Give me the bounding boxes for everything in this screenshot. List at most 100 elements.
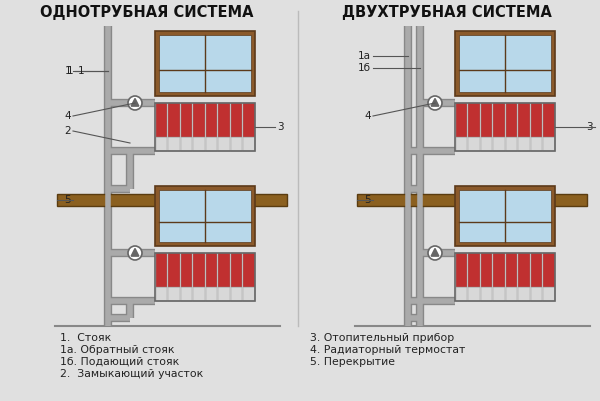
Polygon shape xyxy=(131,99,139,106)
Bar xyxy=(168,137,179,151)
Text: 4: 4 xyxy=(364,111,371,121)
Text: 4. Радиаторный термостат: 4. Радиаторный термостат xyxy=(310,345,466,355)
Bar xyxy=(155,137,167,151)
Bar xyxy=(230,287,242,301)
Text: 5: 5 xyxy=(364,195,371,205)
Bar xyxy=(155,103,255,151)
Bar xyxy=(481,137,492,151)
Bar xyxy=(205,287,217,301)
Bar xyxy=(543,287,554,301)
Text: 1: 1 xyxy=(78,66,85,76)
Bar xyxy=(468,103,479,137)
Bar xyxy=(518,287,530,301)
Text: 1.  Стояк: 1. Стояк xyxy=(60,333,111,343)
Bar xyxy=(455,287,467,301)
Text: 3: 3 xyxy=(277,122,284,132)
Bar xyxy=(543,103,554,137)
Bar xyxy=(543,137,554,151)
Circle shape xyxy=(428,96,442,110)
Bar xyxy=(505,253,517,287)
Bar xyxy=(168,103,179,137)
Bar xyxy=(481,287,492,301)
Bar xyxy=(218,253,229,287)
Bar xyxy=(481,253,492,287)
Bar xyxy=(205,137,217,151)
Bar xyxy=(243,287,254,301)
Bar xyxy=(181,253,192,287)
Bar xyxy=(230,103,242,137)
Bar xyxy=(218,287,229,301)
Text: 1: 1 xyxy=(64,66,71,76)
Bar xyxy=(530,137,542,151)
Bar xyxy=(493,103,505,137)
Bar xyxy=(455,103,555,151)
Text: 1а. Обратный стояк: 1а. Обратный стояк xyxy=(60,345,175,355)
Bar xyxy=(193,253,205,287)
Text: 1а: 1а xyxy=(358,51,371,61)
Bar xyxy=(357,194,587,206)
Text: 4: 4 xyxy=(64,111,71,121)
Bar xyxy=(455,253,555,301)
Bar xyxy=(505,103,517,137)
Bar xyxy=(468,137,479,151)
Bar xyxy=(193,103,205,137)
Text: 1б: 1б xyxy=(358,63,371,73)
Circle shape xyxy=(428,246,442,260)
Bar xyxy=(155,31,255,96)
Bar xyxy=(168,287,179,301)
Bar xyxy=(459,190,551,242)
Polygon shape xyxy=(431,249,439,256)
Bar xyxy=(155,253,255,301)
Text: 1: 1 xyxy=(67,66,73,76)
Text: 3. Отопительный прибор: 3. Отопительный прибор xyxy=(310,333,454,343)
Bar xyxy=(230,137,242,151)
Circle shape xyxy=(128,246,142,260)
Bar xyxy=(530,287,542,301)
Bar xyxy=(455,137,467,151)
Bar xyxy=(481,103,492,137)
Bar xyxy=(455,31,555,96)
Bar xyxy=(205,253,217,287)
Bar xyxy=(459,35,551,92)
Bar xyxy=(243,253,254,287)
Text: 5. Перекрытие: 5. Перекрытие xyxy=(310,357,395,367)
Bar xyxy=(155,186,255,246)
Bar xyxy=(243,103,254,137)
Bar xyxy=(159,190,251,242)
Bar xyxy=(505,287,517,301)
Bar xyxy=(205,103,217,137)
Bar xyxy=(218,103,229,137)
Bar xyxy=(181,287,192,301)
Polygon shape xyxy=(131,249,139,256)
Bar xyxy=(530,103,542,137)
Text: ОДНОТРУБНАЯ СИСТЕМА: ОДНОТРУБНАЯ СИСТЕМА xyxy=(40,5,254,20)
Bar xyxy=(468,253,479,287)
Bar xyxy=(493,253,505,287)
Circle shape xyxy=(128,96,142,110)
Bar xyxy=(468,287,479,301)
Bar xyxy=(505,137,517,151)
Bar xyxy=(155,287,167,301)
Text: 3: 3 xyxy=(586,122,593,132)
Bar xyxy=(493,137,505,151)
Bar xyxy=(159,35,251,92)
Text: 2: 2 xyxy=(64,126,71,136)
Text: 2.  Замыкающий участок: 2. Замыкающий участок xyxy=(60,369,203,379)
Bar xyxy=(455,186,555,246)
Bar xyxy=(243,137,254,151)
Text: 5: 5 xyxy=(64,195,71,205)
Bar xyxy=(181,137,192,151)
Bar xyxy=(168,253,179,287)
Bar xyxy=(193,137,205,151)
Bar xyxy=(543,253,554,287)
Text: ДВУХТРУБНАЯ СИСТЕМА: ДВУХТРУБНАЯ СИСТЕМА xyxy=(342,5,552,20)
Bar xyxy=(230,253,242,287)
Bar xyxy=(493,287,505,301)
Bar xyxy=(530,253,542,287)
Bar xyxy=(57,194,287,206)
Bar xyxy=(193,287,205,301)
Bar xyxy=(455,103,467,137)
Polygon shape xyxy=(431,99,439,106)
Bar xyxy=(155,103,167,137)
Bar xyxy=(518,137,530,151)
